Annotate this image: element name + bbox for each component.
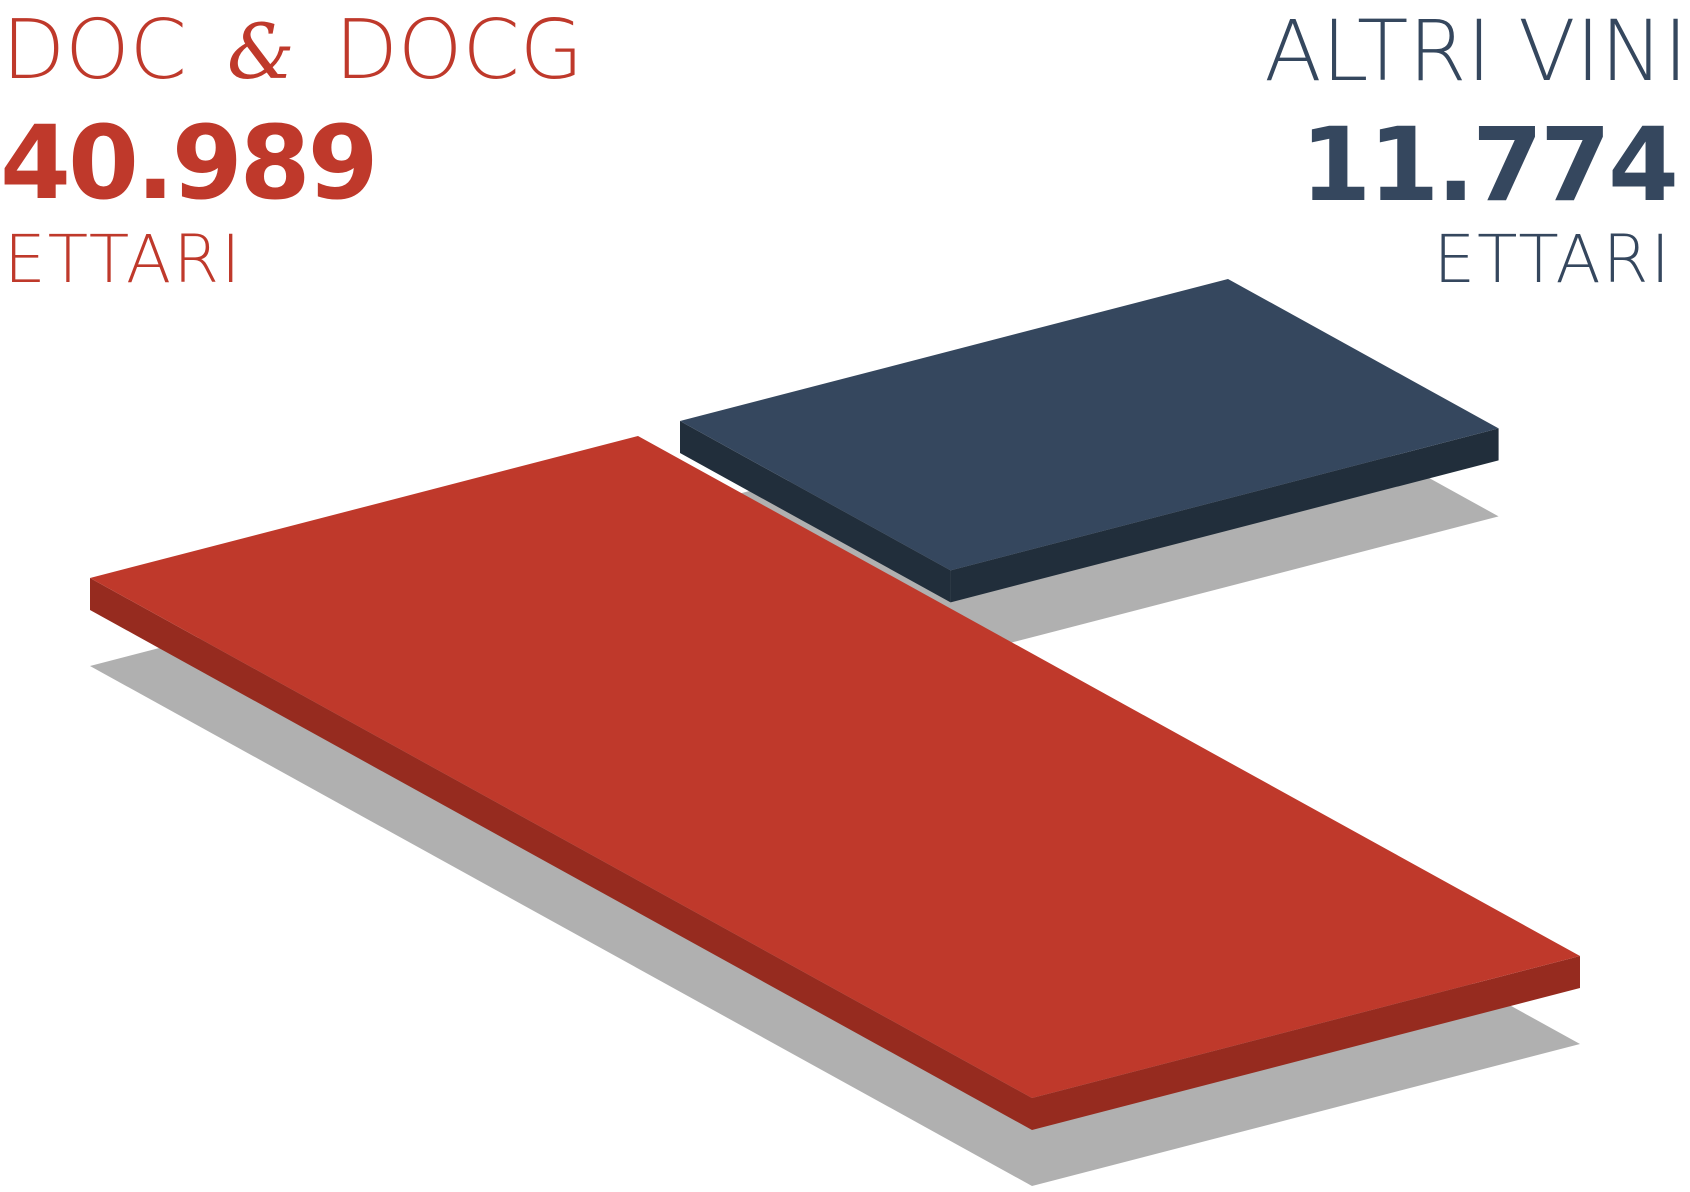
doc-docg-title: DOC & DOCG <box>2 3 583 98</box>
doc-docg-unit: ETTARI <box>4 221 243 298</box>
doc-docg-slab-right-side <box>1032 956 1580 1130</box>
docg-label: DOCG <box>335 3 583 98</box>
ampersand-label: & <box>227 7 295 96</box>
altri-vini-slab-right-side <box>950 428 1499 603</box>
doc-docg-value: 40.989 <box>0 104 376 223</box>
altri-vini-value: 11.774 <box>1300 106 1676 225</box>
altri-vini-unit: ETTARI <box>1433 221 1672 298</box>
altri-vini-title: ALTRI VINI <box>1264 2 1688 100</box>
doc-label: DOC <box>2 3 187 98</box>
altri-vini-slab-left-side <box>680 421 951 603</box>
doc-docg-slab-left-side <box>90 578 1032 1130</box>
doc-docg-slab <box>90 436 1580 1098</box>
altri-vini-slab <box>680 279 1499 571</box>
